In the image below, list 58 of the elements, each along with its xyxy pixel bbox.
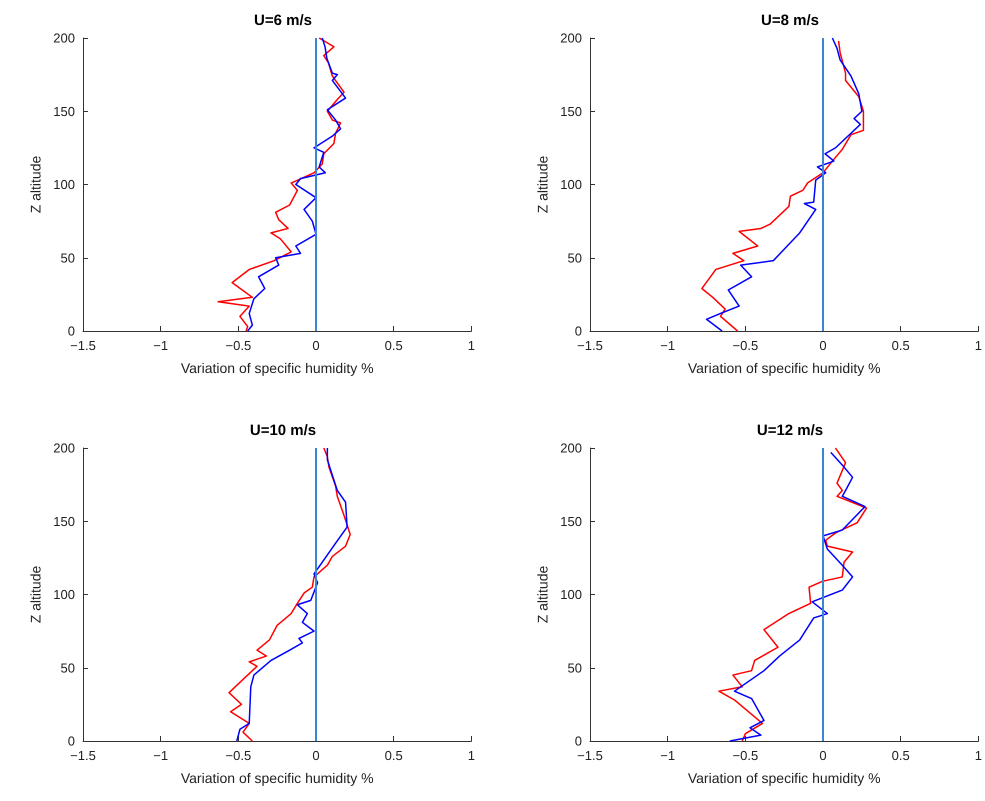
x-axis-title: Variation of specific humidity %	[180, 360, 374, 376]
y-tick-label: 100	[53, 587, 75, 602]
y-tick-label: 0	[574, 324, 582, 338]
y-tick-label: 50	[60, 660, 75, 676]
line-series	[217, 37, 345, 332]
y-axis-title: Z altitude	[534, 155, 550, 214]
x-tick-label: −0.5	[226, 338, 252, 353]
y-tick-label: 0	[68, 734, 75, 748]
x-axis-title: Variation of specific humidity %	[180, 770, 374, 786]
y-tick-label: 100	[53, 177, 75, 192]
x-axis-title: Variation of specific humidity %	[688, 360, 881, 376]
y-tick-label: 150	[560, 514, 582, 529]
x-tick-label: 0	[312, 338, 320, 353]
y-tick-label: 50	[568, 250, 582, 266]
y-tick-label: 150	[53, 104, 75, 119]
x-tick-label: 1	[974, 748, 982, 763]
x-tick-label: 1	[468, 338, 475, 353]
y-tick-label: 0	[574, 734, 582, 748]
chart-title: U=12 m/s	[756, 422, 824, 439]
y-tick-label: 200	[53, 440, 75, 456]
y-axis-title: Z altitude	[27, 565, 44, 624]
x-tick-label: 1	[974, 338, 982, 353]
chart-title: U=10 m/s	[250, 422, 316, 439]
y-tick-label: 100	[560, 587, 582, 602]
y-tick-label: 100	[560, 177, 582, 192]
y-tick-label: 200	[53, 30, 75, 46]
x-tick-label: 0	[819, 748, 827, 763]
x-tick-label: 0	[819, 338, 827, 353]
y-tick-label: 150	[560, 104, 582, 119]
line-series	[246, 37, 346, 332]
y-tick-label: 200	[560, 30, 582, 46]
x-tick-label: 1	[468, 748, 475, 763]
x-tick-label: −1	[660, 338, 676, 353]
x-tick-label: 0.5	[892, 748, 910, 763]
x-axis-title: Variation of specific humidity %	[688, 770, 881, 786]
x-tick-label: −0.5	[732, 338, 758, 353]
y-axis-title: Z altitude	[27, 155, 44, 214]
x-tick-label: −0.5	[732, 748, 758, 763]
y-axis-title: Z altitude	[534, 565, 550, 624]
y-tick-label: 50	[568, 660, 582, 676]
y-tick-label: 0	[68, 324, 75, 338]
x-tick-label: −1.5	[577, 748, 603, 763]
x-tick-label: −1	[660, 748, 676, 763]
x-tick-label: −1	[153, 748, 168, 763]
y-tick-label: 150	[53, 514, 75, 529]
x-tick-label: 0	[312, 748, 320, 763]
x-tick-label: 0.5	[892, 338, 910, 353]
x-tick-label: −1.5	[577, 338, 603, 353]
x-tick-label: 0.5	[384, 748, 403, 763]
y-tick-label: 200	[560, 440, 582, 456]
x-tick-label: −1.5	[70, 338, 96, 353]
x-tick-label: −1.5	[70, 748, 96, 763]
x-tick-label: 0.5	[384, 338, 403, 353]
chart-title: U=8 m/s	[761, 12, 819, 29]
y-tick-label: 50	[60, 250, 75, 266]
chart-title: U=6 m/s	[254, 12, 312, 29]
x-tick-label: −1	[153, 338, 168, 353]
x-tick-label: −0.5	[226, 748, 252, 763]
